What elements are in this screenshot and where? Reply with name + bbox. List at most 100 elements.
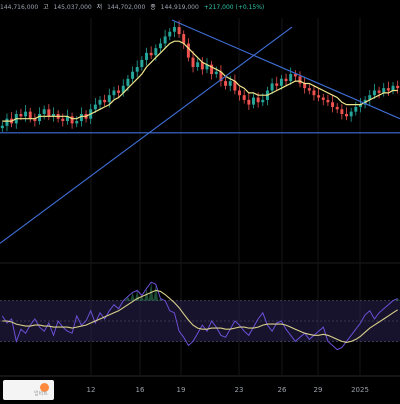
ohlc-header: 144,716,000 고 145,037,000 저 144,702,000 … xyxy=(0,0,400,16)
candle-body[interactable] xyxy=(65,116,69,122)
candle-body[interactable] xyxy=(61,118,65,122)
candle-body[interactable] xyxy=(382,88,386,93)
candle-body[interactable] xyxy=(391,85,395,91)
candle-body[interactable] xyxy=(200,62,204,70)
trendline[interactable] xyxy=(0,26,293,244)
candle-body[interactable] xyxy=(47,109,51,117)
candle-body[interactable] xyxy=(117,90,121,93)
candle-body[interactable] xyxy=(52,114,55,117)
candle-body[interactable] xyxy=(284,78,288,82)
candle-body[interactable] xyxy=(312,90,316,96)
candle-body[interactable] xyxy=(331,102,335,107)
candle-body[interactable] xyxy=(186,43,190,58)
candle-body[interactable] xyxy=(210,64,214,75)
candle-body[interactable] xyxy=(326,99,330,103)
candle-body[interactable] xyxy=(177,27,181,35)
candle-body[interactable] xyxy=(340,109,344,114)
candle-body[interactable] xyxy=(307,88,311,91)
candle-body[interactable] xyxy=(368,95,372,100)
candle-body[interactable] xyxy=(28,111,32,119)
candle-body[interactable] xyxy=(145,52,148,60)
high-value: 145,037,000 xyxy=(53,4,92,11)
candle-body[interactable] xyxy=(191,57,195,67)
candle-body[interactable] xyxy=(396,85,400,89)
candle-body[interactable] xyxy=(33,118,37,122)
candle-body[interactable] xyxy=(358,104,362,107)
candle-body[interactable] xyxy=(154,48,158,56)
candle-body[interactable] xyxy=(321,97,325,100)
low-label: 저 xyxy=(96,4,103,11)
x-tick-label: 19 xyxy=(177,386,186,394)
candle-body[interactable] xyxy=(140,59,144,67)
x-tick-label: 12 xyxy=(87,386,96,394)
candle-body[interactable] xyxy=(5,118,9,126)
candle-body[interactable] xyxy=(289,74,293,82)
candle-body[interactable] xyxy=(42,109,46,114)
candle-body[interactable] xyxy=(38,114,42,122)
candle-body[interactable] xyxy=(354,106,358,112)
candle-body[interactable] xyxy=(224,81,228,86)
oscillator-signal-line[interactable] xyxy=(2,289,398,343)
candle-body[interactable] xyxy=(75,121,79,124)
candle-body[interactable] xyxy=(349,111,353,117)
candle-body[interactable] xyxy=(126,78,130,86)
candle-body[interactable] xyxy=(19,114,23,117)
low-value: 144,702,000 xyxy=(107,4,146,11)
candle-body[interactable] xyxy=(279,78,283,86)
candle-body[interactable] xyxy=(317,95,321,98)
candle-body[interactable] xyxy=(79,114,83,122)
open-value: 144,716,000 xyxy=(0,4,39,11)
close-label: 종 xyxy=(150,4,156,11)
candle-body[interactable] xyxy=(0,125,4,129)
candle-body[interactable] xyxy=(205,64,209,70)
candle-body[interactable] xyxy=(182,34,186,44)
candle-body[interactable] xyxy=(112,90,116,96)
price-panel[interactable] xyxy=(0,20,400,132)
candle-body[interactable] xyxy=(107,95,111,103)
trendline-layer[interactable] xyxy=(0,19,400,244)
candle-body[interactable] xyxy=(228,81,232,86)
candle-body[interactable] xyxy=(252,97,255,105)
candle-body[interactable] xyxy=(242,95,246,100)
candle-body[interactable] xyxy=(233,81,237,91)
candle-body[interactable] xyxy=(163,36,167,44)
moving-average-line[interactable] xyxy=(2,40,398,122)
candle-body[interactable] xyxy=(345,114,348,117)
candle-body[interactable] xyxy=(377,90,381,93)
trendline[interactable] xyxy=(171,19,400,120)
candle-body[interactable] xyxy=(247,99,251,105)
candle-body[interactable] xyxy=(335,106,339,110)
candle-body[interactable] xyxy=(103,99,107,103)
candle-body[interactable] xyxy=(196,62,200,67)
candle-body[interactable] xyxy=(121,85,125,93)
candle-body[interactable] xyxy=(270,83,274,91)
candle-body[interactable] xyxy=(158,43,162,49)
candle-body[interactable] xyxy=(293,74,297,77)
candle-body[interactable] xyxy=(131,71,135,79)
x-tick-label: 2025 xyxy=(351,386,369,394)
candle-body[interactable] xyxy=(256,97,260,103)
candle-body[interactable] xyxy=(70,116,74,124)
candle-body[interactable] xyxy=(135,67,139,72)
candle-body[interactable] xyxy=(219,71,223,82)
x-tick-label: 29 xyxy=(314,386,323,394)
candle-body[interactable] xyxy=(172,27,176,32)
oscillator-panel[interactable] xyxy=(0,281,400,351)
candle-body[interactable] xyxy=(298,76,302,84)
candle-body[interactable] xyxy=(261,99,265,103)
candle-body[interactable] xyxy=(372,90,376,96)
candle-body[interactable] xyxy=(149,52,153,56)
x-tick-label: 23 xyxy=(235,386,244,394)
candle-body[interactable] xyxy=(98,99,102,105)
candle-body[interactable] xyxy=(238,90,242,96)
candle-body[interactable] xyxy=(93,104,97,110)
candle-body[interactable] xyxy=(386,88,390,91)
candle-body[interactable] xyxy=(214,71,218,75)
close-value: 144,919,000 xyxy=(160,4,199,11)
candle-body[interactable] xyxy=(303,83,307,89)
candle-body[interactable] xyxy=(168,31,172,37)
candle-body[interactable] xyxy=(275,83,279,86)
candle-body[interactable] xyxy=(24,111,28,117)
